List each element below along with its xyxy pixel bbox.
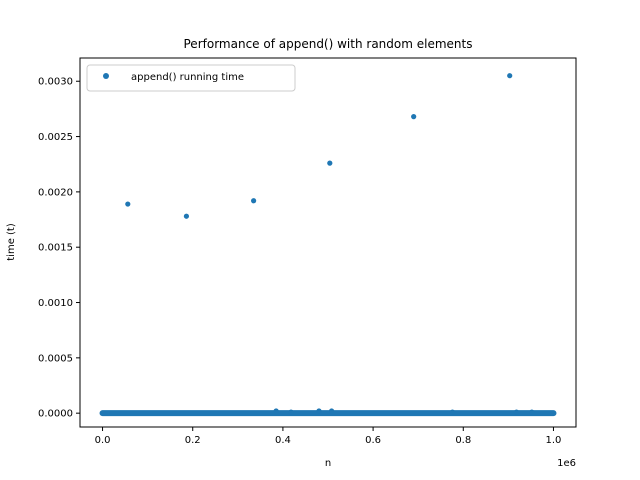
x-tick-label: 0.6 — [365, 435, 381, 446]
y-tick-label: 0.0025 — [38, 132, 73, 143]
data-point — [125, 201, 131, 207]
series-layer — [99, 73, 557, 417]
y-tick-label: 0.0020 — [38, 187, 73, 198]
data-point — [513, 409, 520, 415]
x-tick-label: 0.4 — [275, 435, 291, 446]
y-tick-label: 0.0000 — [38, 409, 73, 420]
data-point — [411, 114, 417, 120]
x-tick-label: 0.8 — [455, 435, 471, 446]
chart-title: Performance of append() with random elem… — [184, 37, 473, 51]
data-point — [288, 409, 294, 415]
data-point — [273, 408, 279, 414]
data-point — [449, 409, 456, 415]
legend-marker — [103, 73, 109, 79]
y-axis: 0.0000 0.0005 0.0010 0.0015 0.0020 0.0025 0.00… — [38, 77, 80, 420]
data-point — [183, 213, 190, 219]
legend-box — [86, 64, 296, 92]
data-point — [529, 409, 535, 415]
x-tick-label: 0.2 — [185, 435, 201, 446]
y-tick-label: 0.0030 — [38, 77, 73, 88]
data-point — [316, 408, 322, 414]
data-point — [327, 160, 333, 166]
axes-frame — [79, 57, 577, 428]
y-tick-label: 0.0015 — [38, 243, 73, 254]
data-point — [329, 408, 335, 414]
y-tick-label: 0.0010 — [38, 298, 73, 309]
x-axis-label: n — [325, 458, 331, 469]
data-point — [507, 73, 513, 79]
y-axis-label: time (t) — [6, 223, 17, 261]
legend-label: append() running time — [131, 72, 244, 83]
x-tick-label: 0.0 — [95, 435, 111, 446]
data-point — [251, 198, 257, 204]
legend: append() running time — [86, 64, 296, 92]
y-tick-label: 0.0005 — [38, 353, 73, 364]
x-tick-label: 1.0 — [546, 435, 562, 446]
x-axis: 0.0 0.2 0.4 0.6 0.8 1.0 — [95, 427, 562, 446]
x-axis-offset-label: 1e6 — [557, 458, 576, 469]
